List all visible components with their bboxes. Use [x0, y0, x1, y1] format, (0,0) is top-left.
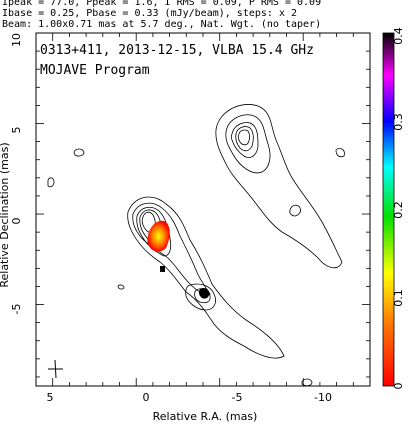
y-tick-label: 5: [10, 127, 23, 134]
colorbar-tick-label: 0: [392, 383, 405, 390]
axis-ticks: [35, 32, 371, 386]
beam-marker: [48, 359, 63, 379]
plot-subtitle: MOJAVE Program: [40, 63, 150, 78]
x-tick-label: 0: [143, 391, 150, 404]
polarization-spot-knot: [198, 288, 210, 299]
polarization-core: [147, 220, 170, 252]
x-axis-label: Relative R.A. (mas): [153, 410, 258, 423]
plot-frame: [35, 32, 371, 387]
y-tick-label: -5: [10, 304, 23, 315]
colorbar-labels: 0 0.1 0.2 0.3 0.4: [392, 27, 405, 389]
colorbar-tick-label: 0.3: [392, 113, 405, 131]
x-tick-label: -5: [232, 391, 243, 404]
x-tick-label: 5: [47, 391, 54, 404]
x-tick-labels: 5 0 -5 -10: [47, 391, 332, 404]
colorbar-tick-label: 0.1: [392, 289, 405, 307]
contour-lines: [47, 104, 345, 387]
colorbar-tick-label: 0.4: [392, 27, 405, 45]
y-axis-label: Relative Declination (mas): [0, 142, 11, 287]
header-line-2: Ibase = 0.25, Pbase = 0.33 (mJy/beam), s…: [2, 8, 298, 19]
header-line-1: Ipeak = 77.0, Ppeak = 1.6, I RMS = 0.09,…: [2, 0, 322, 8]
y-tick-label: 10: [10, 33, 23, 47]
y-tick-labels: 10 5 0 -5: [10, 33, 23, 314]
plot-title: 0313+411, 2013-12-15, VLBA 15.4 GHz: [40, 43, 314, 58]
colorbar-tick-label: 0.2: [392, 201, 405, 219]
colorbar: [382, 32, 395, 387]
header-line-3: Beam: 1.00x0.71 mas at 5.7 deg., Nat. Wg…: [2, 19, 322, 30]
y-tick-label: 0: [10, 218, 23, 225]
x-tick-label: -10: [314, 391, 332, 404]
polarization-spot-small: [160, 266, 165, 272]
